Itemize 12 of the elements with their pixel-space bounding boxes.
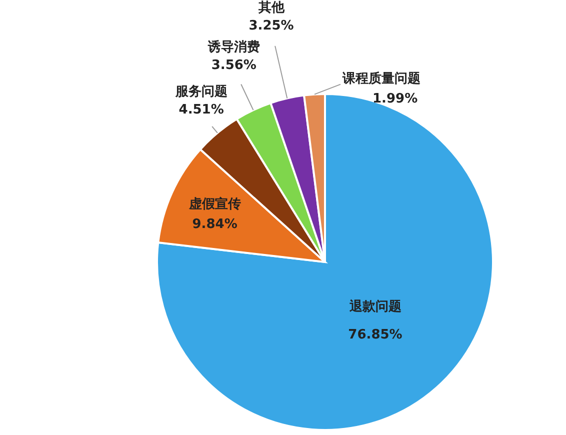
slice-label: 课程质量问题 <box>342 70 421 86</box>
slice-label: 退款问题 <box>348 298 402 314</box>
data-label: 4.51% <box>178 102 224 118</box>
data-label: 1.99% <box>372 91 418 106</box>
data-label: 9.84% <box>192 217 238 232</box>
slice-label: 诱导消费 <box>206 39 260 56</box>
data-label: 3.56% <box>211 58 256 74</box>
slice-label: 虚假宣传 <box>188 196 241 212</box>
data-label: 3.25% <box>248 18 294 34</box>
slice-label: 其他 <box>257 0 286 16</box>
slice-label: 服务问题 <box>174 84 228 100</box>
data-label: 76.85% <box>348 327 402 342</box>
